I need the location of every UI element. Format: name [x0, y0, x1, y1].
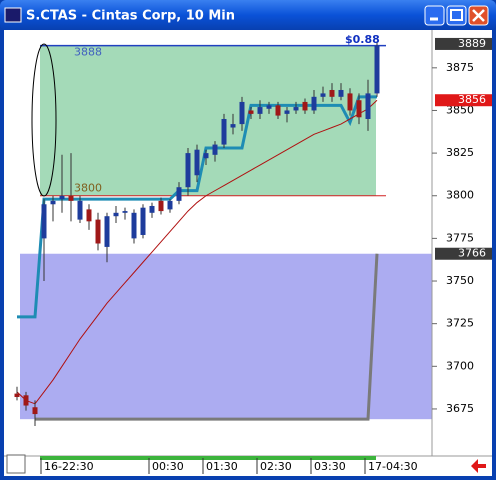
x-tick-label: 17-04:30	[368, 460, 418, 473]
indicator-line	[17, 95, 377, 319]
price-marker	[435, 37, 492, 50]
candle-body	[23, 395, 29, 406]
candle-body	[104, 216, 110, 247]
candle-body	[230, 124, 236, 128]
candle-body	[59, 195, 65, 200]
candle-body	[212, 144, 218, 155]
y-tick-label: 3825	[446, 146, 474, 159]
candle-body	[50, 200, 56, 205]
zone-label: 3800	[74, 182, 102, 195]
candle-body	[284, 110, 290, 114]
candle-body	[266, 105, 272, 109]
candle-body	[176, 187, 182, 201]
y-tick-label: 3775	[446, 231, 474, 244]
maximize-icon	[450, 9, 463, 21]
candle-body	[185, 153, 191, 188]
change-label: $0.88	[345, 33, 380, 46]
candle-body	[338, 89, 344, 97]
candle-body	[68, 195, 74, 201]
y-tick-label: 3675	[446, 402, 474, 415]
candle-body	[248, 110, 254, 114]
y-tick-label: 3800	[446, 189, 474, 202]
zone-label: 3888	[74, 46, 102, 59]
candle-body	[86, 209, 92, 222]
corner-box[interactable]	[6, 454, 26, 474]
y-tick-label: 3850	[446, 103, 474, 116]
candle-body	[356, 100, 362, 118]
price-marker-label: 3889	[458, 37, 486, 50]
x-tick-label: 03:30	[314, 460, 346, 473]
zone	[20, 253, 432, 420]
annotation-oval	[31, 43, 57, 197]
indicator-line	[35, 253, 379, 421]
candle-body	[95, 219, 101, 244]
candle-body	[14, 393, 20, 398]
candle-body	[374, 45, 380, 94]
x-tick-label: 01:30	[206, 460, 238, 473]
candle-body	[293, 107, 299, 111]
scroll-arrow[interactable]	[471, 459, 486, 473]
candle-body	[311, 96, 317, 111]
candle-body	[77, 200, 83, 220]
candle-body	[158, 200, 164, 212]
candle-body	[167, 200, 173, 210]
price-marker-label: 3856	[458, 93, 486, 106]
session-bar	[40, 456, 376, 460]
candle-body	[275, 105, 281, 116]
candle-body	[41, 204, 47, 239]
candle-body	[347, 93, 353, 111]
title-bar	[0, 0, 496, 30]
candle-body	[122, 211, 128, 213]
plot: 3888 3800	[14, 42, 432, 427]
candle-body	[257, 107, 263, 114]
candle-body	[320, 93, 326, 97]
price-marker-label: 3766	[458, 247, 486, 260]
window-title: S.CTAS - Cintas Corp, 10 Min	[26, 9, 235, 24]
candle-body	[221, 118, 227, 145]
maximize-button[interactable]	[446, 5, 467, 26]
window-buttons	[424, 5, 489, 26]
candle-body	[140, 207, 146, 235]
x-tick-label: 16-22:30	[44, 460, 94, 473]
candle-body	[329, 89, 335, 97]
y-tick-label: 3725	[446, 317, 474, 330]
candle-body	[239, 101, 245, 125]
y-tick-label: 3700	[446, 359, 474, 372]
minimize-button[interactable]	[424, 5, 445, 26]
candle-body	[113, 212, 119, 217]
candle-body	[131, 212, 137, 239]
x-tick-label: 00:30	[152, 460, 184, 473]
app-icon	[4, 7, 22, 23]
candle-body	[365, 93, 371, 119]
y-tick-label: 3750	[446, 274, 474, 287]
close-icon	[472, 9, 485, 22]
indicator-line	[16, 99, 378, 405]
price-marker	[435, 247, 492, 260]
y-tick-label: 3875	[446, 61, 474, 74]
x-tick-label: 02:30	[260, 460, 292, 473]
candle-body	[302, 101, 308, 111]
candle-body	[194, 149, 200, 176]
zone	[40, 45, 376, 196]
candle-body	[203, 153, 209, 159]
candle-body	[149, 205, 155, 213]
price-marker	[435, 94, 492, 107]
candle-body	[32, 407, 38, 415]
